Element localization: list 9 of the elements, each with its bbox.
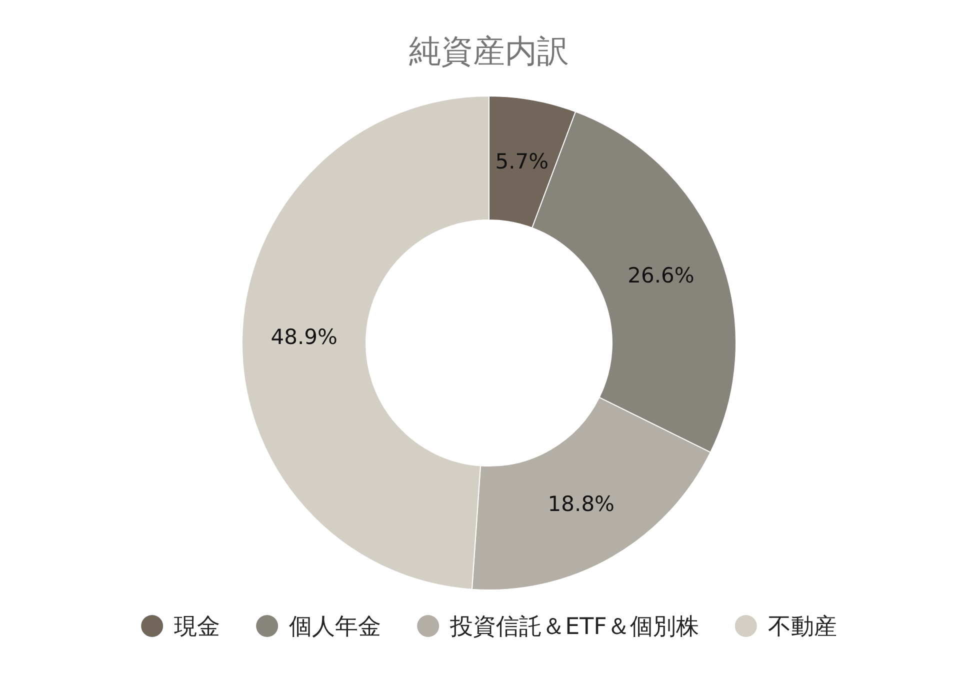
legend-label: 不動産 — [768, 614, 837, 640]
chart-title: 純資産内訳 — [409, 32, 569, 70]
legend-label: 個人年金 — [289, 614, 382, 640]
data-label: 5.7% — [495, 149, 549, 174]
legend-label: 現金 — [174, 614, 220, 640]
legend-label: 投資信託＆ETF＆個別株 — [449, 614, 699, 640]
data-label: 48.9% — [270, 324, 338, 349]
data-label: 18.8% — [548, 492, 615, 516]
data-label: 26.6% — [628, 263, 694, 288]
